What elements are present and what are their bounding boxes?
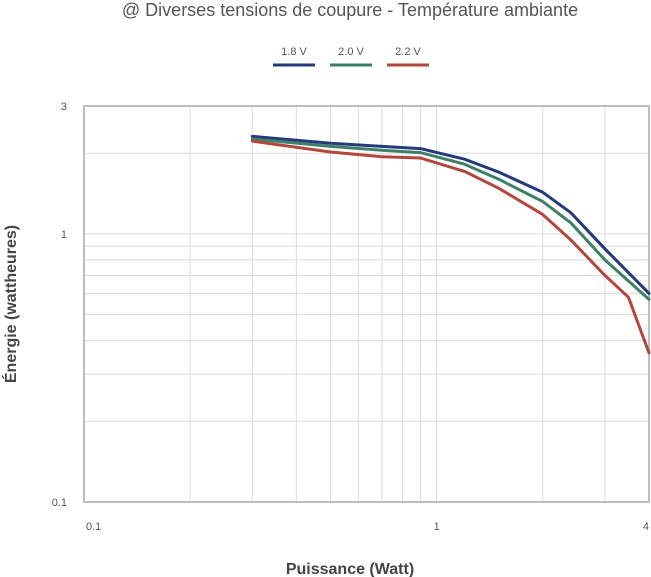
y-tick-label: 3 [61,101,67,113]
x-tick-label: 0.1 [86,521,101,533]
legend-item: 1.8 V [273,46,315,67]
series-line [250,139,651,355]
legend-label: 2.2 V [395,46,421,58]
legend-label: 1.8 V [281,46,307,58]
chart-title: @ Diverses tensions de coupure - Tempéra… [122,0,578,20]
legend-item: 2.0 V [330,46,372,67]
x-axis-label: Puissance (Watt) [286,561,414,577]
x-axis-ticks: 0.1 1 4 [86,521,649,533]
legend-label: 2.0 V [338,46,364,58]
x-tick-label: 4 [643,521,649,533]
series-line [250,134,651,295]
y-axis-label: Énergie (wattheures) [1,225,20,383]
chart-legend: 1.8 V 2.0 V 2.2 V [273,46,429,67]
y-tick-label: 1 [61,229,67,241]
series-line [250,137,651,301]
y-axis-ticks: 310.1 [52,101,67,509]
y-tick-label: 0.1 [52,497,67,509]
legend-item: 2.2 V [387,46,429,67]
chart-series [250,134,651,355]
plot-frame [83,105,650,503]
x-tick-label: 1 [434,521,440,533]
chart-grid [84,106,649,502]
